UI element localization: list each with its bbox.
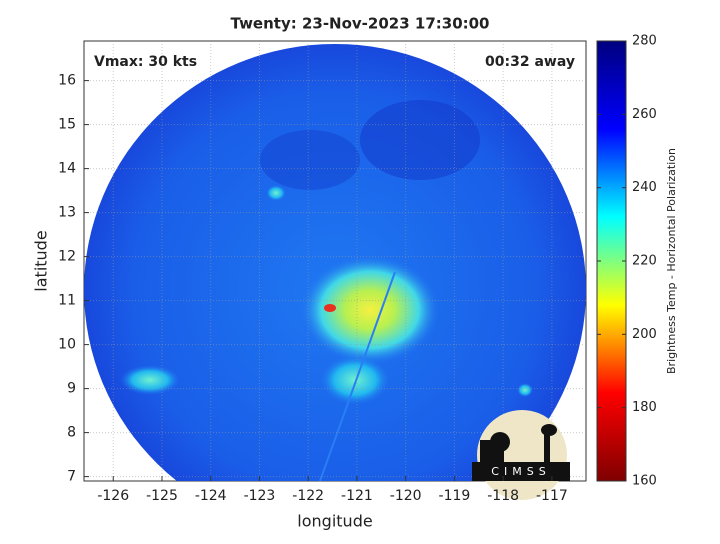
x-tick-label: -117	[536, 488, 568, 504]
x-tick-label: -125	[146, 488, 178, 504]
grid	[84, 41, 586, 481]
x-tick-label: -119	[439, 488, 471, 504]
y-tick-label: 14	[58, 161, 76, 177]
colorbar-tick-label: 180	[632, 400, 657, 415]
y-tick-label: 10	[58, 337, 76, 353]
scan-line	[319, 271, 396, 481]
colorbar-tick-label: 260	[632, 107, 657, 122]
swath	[84, 44, 586, 481]
logo: CIMSS	[472, 410, 570, 500]
x-axis-label: longitude	[297, 512, 372, 531]
y-tick-label: 13	[58, 205, 76, 221]
colorbar-tick-label: 160	[632, 474, 657, 489]
colorbar	[596, 40, 627, 482]
y-tick-label: 9	[67, 381, 76, 397]
hot-spot	[324, 304, 336, 312]
annotation: Vmax: 30 kts	[94, 54, 197, 70]
convection	[300, 255, 440, 365]
y-tick-label: 15	[58, 117, 76, 133]
y-tick-label: 16	[58, 73, 76, 89]
colorbar-tick-label: 200	[632, 327, 657, 342]
x-tick-label: -123	[244, 488, 276, 504]
colorbar-tick-label: 280	[632, 34, 657, 49]
y-tick-label: 11	[58, 293, 76, 309]
x-tick-label: -120	[390, 488, 422, 504]
y-axis-label: latitude	[32, 230, 51, 291]
annotation: 00:32 away	[485, 54, 575, 70]
chart-title: Twenty: 23-Nov-2023 17:30:00	[230, 15, 489, 33]
y-tick-label: 12	[58, 249, 76, 265]
logo-text: CIMSS	[491, 465, 550, 478]
x-tick-label: -122	[292, 488, 324, 504]
x-tick-label: -121	[341, 488, 373, 504]
colorbar-tick-label: 220	[632, 254, 657, 269]
x-tick-label: -126	[97, 488, 129, 504]
convection	[266, 185, 286, 201]
y-tick-label: 7	[67, 469, 76, 485]
convection	[517, 383, 533, 397]
x-tick-label: -118	[487, 488, 519, 504]
cold-region	[360, 100, 480, 180]
cold-region	[260, 130, 360, 190]
y-tick-label: 8	[67, 425, 76, 441]
x-tick-label: -124	[195, 488, 227, 504]
convection	[120, 365, 180, 395]
colorbar-tick-label: 240	[632, 180, 657, 195]
convection	[320, 355, 390, 405]
colorbar-label: Brightness Temp - Horizontal Polarizatio…	[665, 148, 678, 374]
